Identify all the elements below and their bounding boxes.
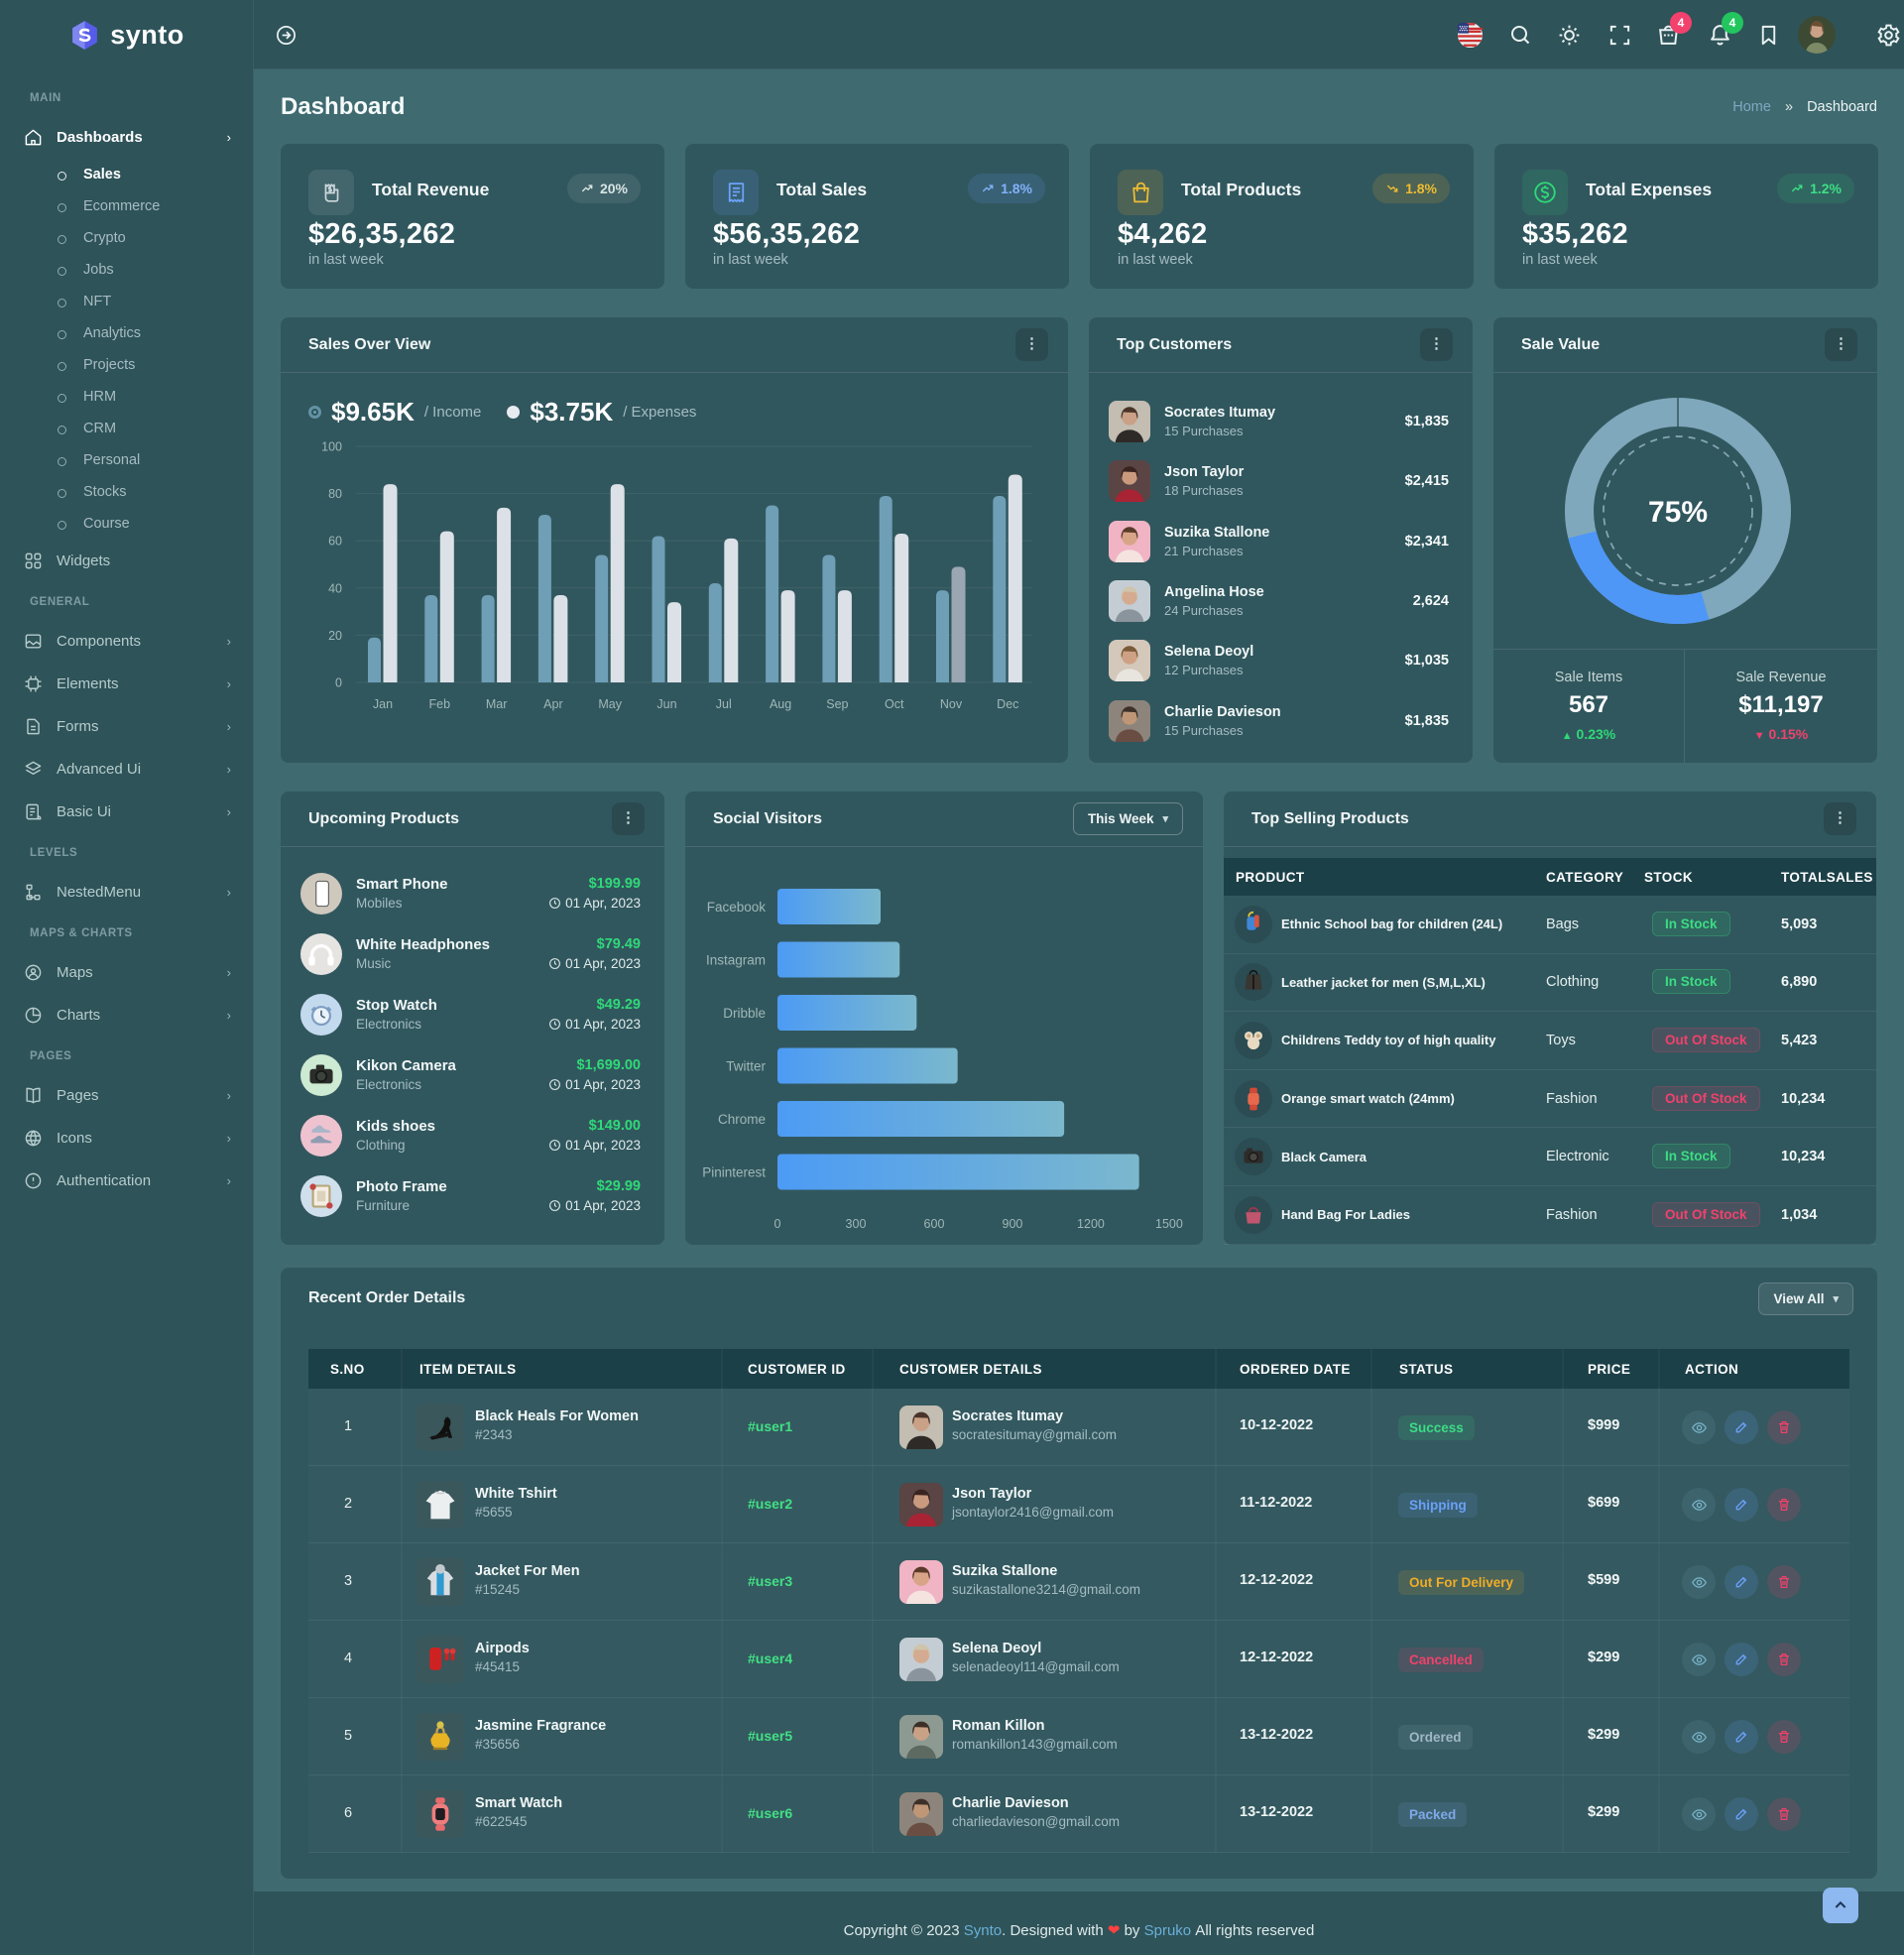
svg-text:Jan: Jan: [373, 697, 393, 711]
svg-text:300: 300: [846, 1217, 867, 1231]
svg-text:75%: 75%: [1648, 496, 1708, 529]
svg-text:80: 80: [328, 487, 342, 501]
svg-text:Mar: Mar: [486, 697, 508, 711]
svg-text:Facebook: Facebook: [707, 900, 767, 915]
svg-text:Twitter: Twitter: [726, 1059, 766, 1074]
svg-text:100: 100: [321, 440, 342, 454]
svg-text:Instagram: Instagram: [706, 953, 766, 968]
svg-text:Pininterest: Pininterest: [702, 1165, 766, 1180]
svg-text:Feb: Feb: [429, 697, 451, 711]
svg-text:Jun: Jun: [656, 697, 676, 711]
svg-text:Jul: Jul: [716, 697, 732, 711]
svg-text:20: 20: [328, 629, 342, 643]
svg-text:May: May: [598, 697, 622, 711]
svg-text:Chrome: Chrome: [718, 1112, 766, 1127]
svg-text:40: 40: [328, 581, 342, 595]
svg-text:0: 0: [335, 676, 342, 690]
svg-text:Oct: Oct: [885, 697, 904, 711]
svg-text:600: 600: [924, 1217, 945, 1231]
svg-text:60: 60: [328, 535, 342, 549]
svg-text:Sep: Sep: [826, 697, 848, 711]
svg-text:1500: 1500: [1155, 1217, 1183, 1231]
svg-text:Apr: Apr: [543, 697, 562, 711]
svg-text:0: 0: [774, 1217, 781, 1231]
svg-text:900: 900: [1003, 1217, 1023, 1231]
svg-text:Nov: Nov: [940, 697, 963, 711]
svg-text:1200: 1200: [1077, 1217, 1105, 1231]
svg-text:Dribble: Dribble: [723, 1006, 766, 1021]
svg-text:Dec: Dec: [997, 697, 1018, 711]
svg-text:Aug: Aug: [770, 697, 791, 711]
